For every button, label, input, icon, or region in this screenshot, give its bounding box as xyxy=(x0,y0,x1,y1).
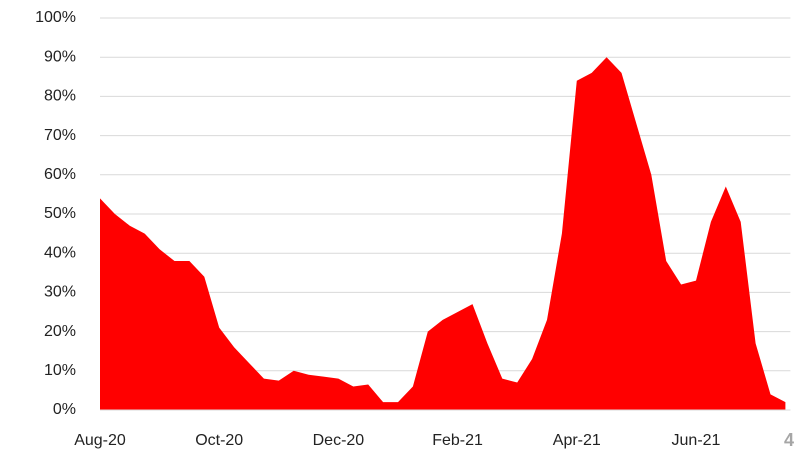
x-tick-label: Jun-21 xyxy=(672,432,721,449)
y-tick-label: 50% xyxy=(44,205,76,222)
x-tick-label: Aug-20 xyxy=(74,432,126,449)
x-tick-label: Dec-20 xyxy=(313,432,365,449)
x-tick-label: Oct-20 xyxy=(195,432,243,449)
x-tick-label: Apr-21 xyxy=(553,432,601,449)
y-tick-label: 90% xyxy=(44,48,76,65)
y-tick-label: 20% xyxy=(44,323,76,340)
y-tick-label: 60% xyxy=(44,166,76,183)
y-tick-label: 30% xyxy=(44,284,76,301)
y-tick-label: 80% xyxy=(44,88,76,105)
y-tick-label: 10% xyxy=(44,362,76,379)
page-number: 4 xyxy=(784,430,794,450)
x-tick-label: Feb-21 xyxy=(432,432,483,449)
y-tick-label: 0% xyxy=(53,401,76,418)
y-tick-label: 100% xyxy=(35,9,76,26)
y-tick-label: 70% xyxy=(44,127,76,144)
area xyxy=(100,57,786,410)
y-tick-label: 40% xyxy=(44,244,76,261)
